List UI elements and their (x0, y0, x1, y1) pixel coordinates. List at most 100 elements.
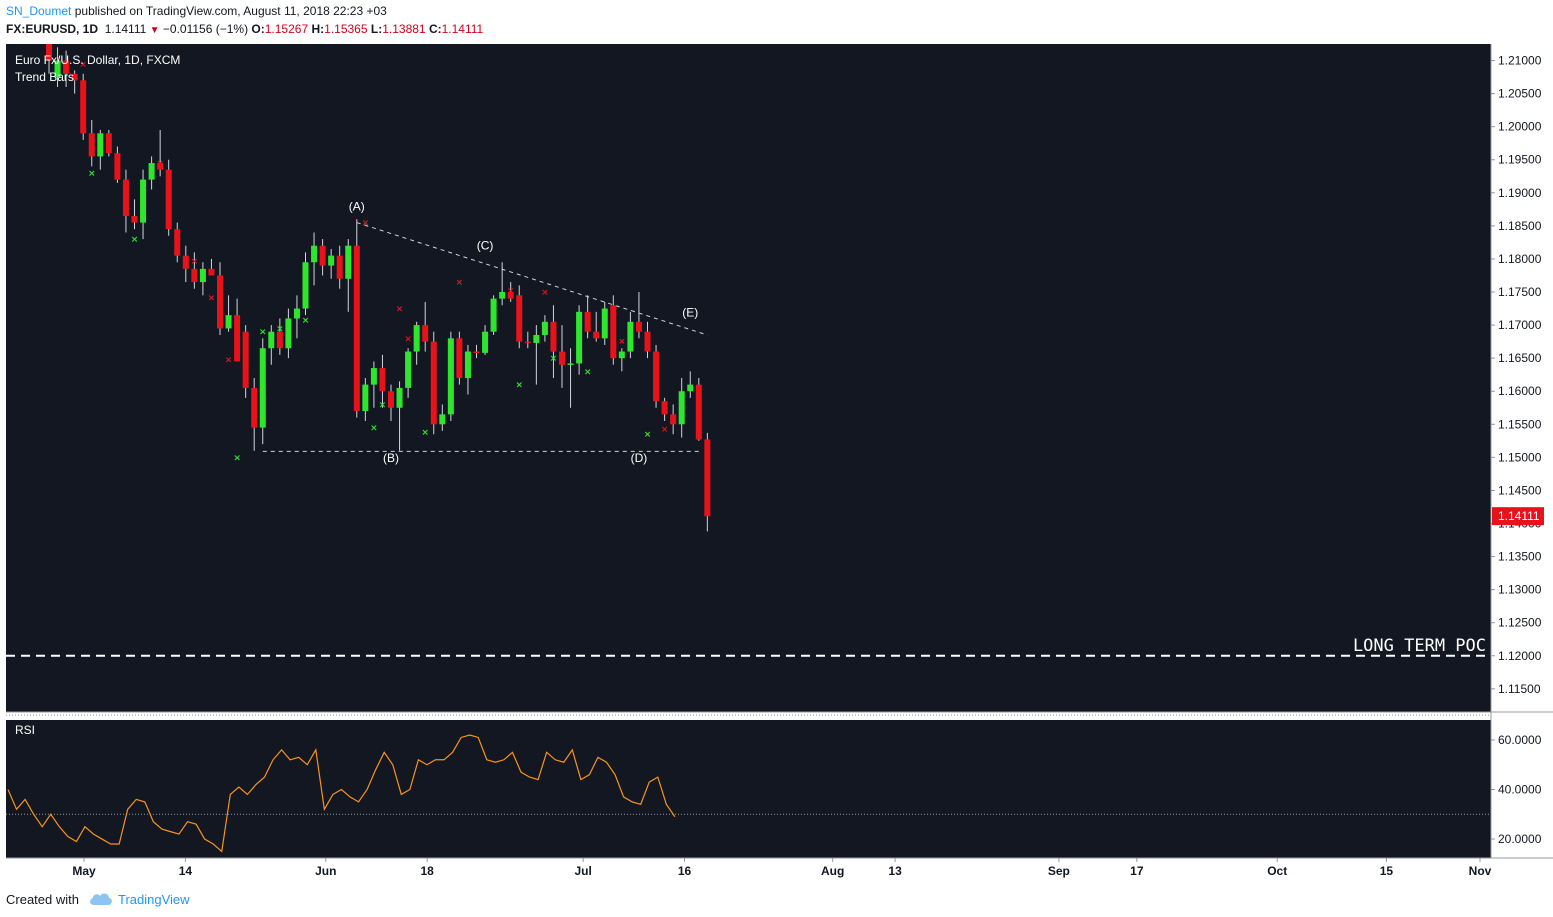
pattern-label: (B) (383, 451, 399, 465)
price-tick-label: 1.12000 (1498, 649, 1542, 663)
trend-mark: × (652, 369, 660, 379)
candle-body (276, 331, 283, 349)
rsi-tick-label: 60.0000 (1498, 733, 1542, 747)
down-arrow-icon: ▼ (149, 25, 160, 36)
triangle-trendline (356, 222, 708, 336)
trend-mark: × (421, 428, 429, 438)
price-tick-label: 1.20500 (1498, 87, 1542, 101)
trend-mark: × (447, 346, 455, 356)
time-tick-label: Sep (1048, 864, 1070, 878)
candle-body (550, 321, 557, 352)
time-tick-label: May (72, 864, 96, 878)
price-tick-label: 1.19000 (1498, 186, 1542, 200)
ohlc-line: FX:EURUSD, 1D 1.14111 ▼ −0.01156 (−1%) O… (6, 22, 483, 36)
candle-body (422, 325, 429, 342)
time-axis: May 14 Jun 18 Jul 16 Aug 13 Sep 17 Oct 15 Nov (72, 858, 1492, 878)
pattern-label: (C) (477, 239, 494, 253)
candle-body (456, 338, 463, 378)
high-label: H: (311, 22, 325, 36)
trend-mark: × (404, 334, 412, 344)
trend-mark: × (584, 367, 592, 377)
candle-body (482, 331, 489, 353)
candle-body (576, 311, 583, 364)
candle-body (174, 229, 181, 256)
trend-mark: × (379, 400, 387, 410)
trend-mark: × (362, 219, 370, 229)
time-tick-label: Jul (574, 864, 591, 878)
candle-body (259, 348, 266, 428)
publication-header: SN_Doumet published on TradingView.com, … (0, 0, 1553, 44)
rsi-pane-background (6, 720, 1491, 858)
trend-mark: × (396, 305, 404, 315)
open-label: O: (251, 22, 265, 36)
candle-body (353, 245, 360, 412)
trend-bar-marks: ××××××××××××××××××××××××××××××××× (79, 60, 669, 464)
trend-mark: × (610, 316, 618, 326)
trend-mark: × (191, 257, 199, 267)
price-tick-label: 1.16000 (1498, 384, 1542, 398)
candle-body (610, 305, 617, 359)
trend-mark: × (216, 298, 224, 308)
candle-body (302, 262, 309, 309)
pattern-labels: (A) (B) (C) (D) (E) (349, 200, 698, 465)
candle-body (405, 351, 412, 388)
price-tick-label: 1.17500 (1498, 285, 1542, 299)
price-tick-label: 1.11500 (1498, 682, 1541, 696)
price-tick-label: 1.14500 (1498, 483, 1542, 497)
time-tick-label: Nov (1469, 864, 1492, 878)
trendline-group (262, 222, 708, 452)
candle-body (533, 335, 540, 343)
tradingview-cloud-icon (90, 893, 112, 905)
candle-body (71, 73, 78, 81)
candle-body (618, 351, 625, 359)
created-with-text: Created with (6, 892, 79, 907)
candle-body (345, 245, 352, 279)
chart-area[interactable]: LONG TERM POC × × × × × × × × × × × × × × × × × × × × × × × × × ×… (0, 44, 1553, 884)
candle-body (165, 169, 172, 230)
footer: Created with TradingView (0, 884, 1553, 917)
trend-mark: × (276, 324, 284, 334)
candle-body (687, 384, 694, 392)
time-tick-label: 16 (678, 864, 692, 878)
rsi-legend: RSI (15, 723, 35, 737)
trend-mark: × (661, 425, 669, 435)
candle-body (285, 318, 292, 349)
low-label: L: (370, 22, 383, 36)
candle-body (362, 384, 369, 412)
candle-body (80, 80, 87, 134)
time-tick-label: Jun (315, 864, 336, 878)
trend-mark: × (515, 381, 523, 391)
tradingview-link[interactable]: TradingView (118, 892, 190, 907)
candle-body (670, 414, 677, 425)
trend-mark: × (456, 278, 464, 288)
author-link[interactable]: SN_Doumet (6, 4, 72, 18)
candle-body (328, 255, 335, 266)
high-value: 1.15365 (324, 22, 368, 36)
legend-indicator: Trend Bars (15, 70, 74, 84)
candle-body (678, 391, 685, 425)
price-tick-label: 1.13000 (1498, 583, 1542, 597)
candle-body (464, 351, 471, 378)
candles-group (46, 44, 711, 532)
candle-body (336, 255, 343, 279)
rsi-group: 60.0000 40.0000 20.0000 (6, 714, 1542, 853)
change-value: −0.01156 (−1%) (162, 22, 249, 36)
candle-body (559, 351, 565, 365)
price-axis: 1.21000 1.20500 1.20000 1.19500 1.19000 1.185… (1491, 54, 1544, 696)
publication-line: SN_Doumet published on TradingView.com, … (6, 4, 387, 18)
candle-body (695, 384, 702, 440)
candle-body (661, 401, 668, 415)
time-tick-label: 17 (1130, 864, 1144, 878)
poc-group: LONG TERM POC (6, 636, 1553, 657)
candle-body (396, 387, 403, 408)
candle-body (584, 311, 591, 332)
candle-body (601, 308, 608, 339)
candle-body (473, 351, 480, 354)
trend-mark: × (79, 60, 87, 70)
poc-label: LONG TERM POC (1353, 636, 1486, 656)
open-value: 1.15267 (264, 22, 309, 36)
candle-body (593, 331, 600, 339)
rsi-line (7, 734, 676, 853)
candle-body (208, 268, 215, 276)
candle-body (148, 163, 155, 180)
